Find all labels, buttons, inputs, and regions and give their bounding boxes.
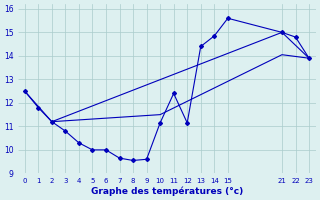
X-axis label: Graphe des températures (°c): Graphe des températures (°c) bbox=[91, 186, 243, 196]
